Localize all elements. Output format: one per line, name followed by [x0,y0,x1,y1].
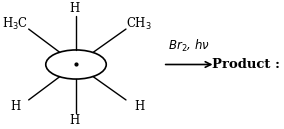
Text: H: H [70,114,80,127]
Text: H: H [11,100,21,113]
Text: H: H [70,2,80,15]
Text: Product :: Product : [212,58,280,71]
Text: CH$_3$: CH$_3$ [126,16,152,32]
Text: H: H [134,100,144,113]
Text: H$_3$C: H$_3$C [2,16,29,32]
Text: Br$_2$, hν: Br$_2$, hν [168,38,210,54]
